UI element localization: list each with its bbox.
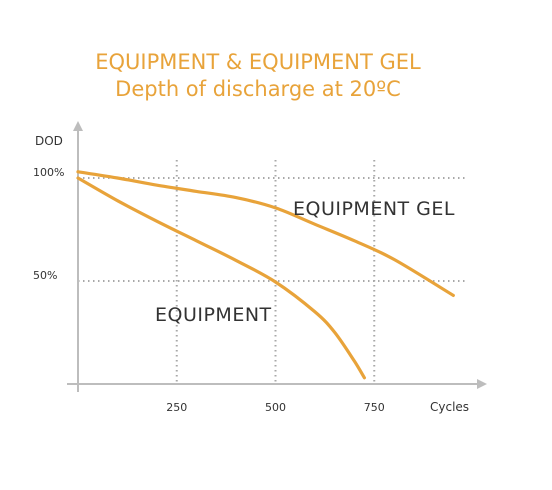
x-tick-label-250: 250 xyxy=(166,401,187,414)
series-line-equipment-gel xyxy=(76,170,455,297)
series-label-equipment: EQUIPMENT xyxy=(155,304,272,326)
series-label-equipment-gel: EQUIPMENT GEL xyxy=(293,198,455,220)
x-axis-arrow xyxy=(477,379,487,389)
y-tick-label-100: 100% xyxy=(33,166,64,179)
x-axis-label: Cycles xyxy=(430,400,469,414)
y-axis-label: DOD xyxy=(35,134,63,148)
axes: 250 500 750 100% 50% xyxy=(33,121,487,414)
y-axis-arrow xyxy=(73,121,83,131)
chart-title: EQUIPMENT & EQUIPMENT GEL xyxy=(95,50,421,74)
series-line-equipment xyxy=(76,176,366,380)
chart-subtitle: Depth of discharge at 20ºC xyxy=(115,77,401,101)
series-layer xyxy=(76,170,455,380)
grid xyxy=(78,160,465,384)
y-tick-label-50: 50% xyxy=(33,269,57,282)
x-tick-label-500: 500 xyxy=(265,401,286,414)
x-tick-label-750: 750 xyxy=(364,401,385,414)
